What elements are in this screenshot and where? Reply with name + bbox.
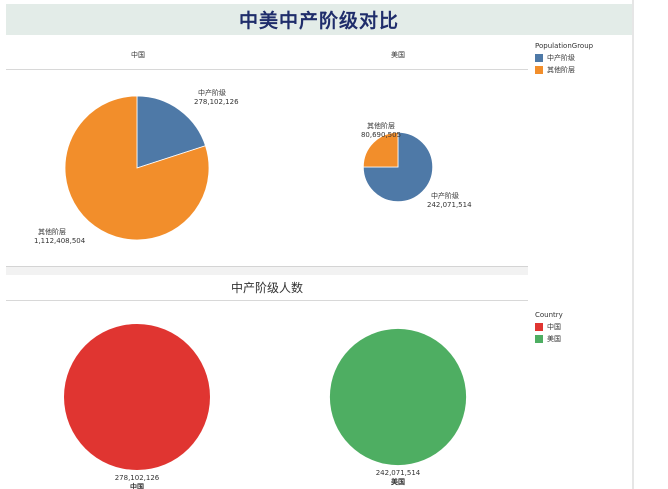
legend-label: 中国	[547, 323, 561, 331]
slice-value: 80,690,505	[361, 131, 401, 139]
legend-title: Country	[535, 311, 563, 319]
pie-value: 242,071,514	[376, 469, 421, 477]
country-column-header: 中国 美国	[6, 38, 528, 70]
country-legend[interactable]: Country 中国 美国	[535, 311, 563, 346]
pie-country-label: 美国	[391, 477, 405, 486]
middle-class-count-panel: 中产阶级人数 278,102,126 中国 242,071,514 美国	[6, 275, 528, 489]
legend-label: 其他阶层	[547, 66, 575, 74]
legend-label: 美国	[547, 335, 561, 343]
population-group-panel: 中国 美国 中产阶级 278,102,126 其他阶层 1,112,408,504 中产…	[6, 38, 528, 267]
pie-usa[interactable]	[329, 328, 467, 466]
legend-title: PopulationGroup	[535, 42, 594, 50]
panel-divider	[6, 267, 528, 275]
population-pies-svg: 中产阶级278,102,126其他阶层1,112,408,504中产阶级242,…	[34, 88, 472, 245]
slice-label: 其他阶层	[38, 227, 66, 236]
legend-label: 中产阶级	[547, 54, 575, 62]
legend-swatch	[535, 66, 543, 74]
slice-value: 278,102,126	[194, 98, 239, 106]
legend-swatch	[535, 335, 543, 343]
slice-value: 242,071,514	[427, 201, 472, 209]
column-header-usa: 美国	[391, 51, 405, 59]
pie-value: 278,102,126	[115, 474, 160, 482]
slice-label: 中产阶级	[431, 191, 459, 200]
legend-item-usa[interactable]: 美国	[535, 334, 563, 344]
middle-class-count-header: 中产阶级人数	[6, 275, 528, 301]
slice-label: 其他阶层	[367, 121, 395, 130]
middle-class-count-title: 中产阶级人数	[230, 281, 303, 295]
dashboard-title: 中美中产阶级对比	[238, 10, 399, 32]
slice-value: 1,112,408,504	[34, 237, 86, 245]
pie-slice-usa-middle-class[interactable]	[362, 131, 434, 203]
legend-swatch	[535, 323, 543, 331]
pie-slice-china-other[interactable]	[64, 95, 210, 241]
dashboard-title-bar: 中美中产阶级对比	[6, 4, 632, 35]
legend-item-other[interactable]: 其他阶层	[535, 65, 593, 75]
legend-item-middle-class[interactable]: 中产阶级	[535, 53, 593, 63]
pie-china[interactable]	[64, 324, 210, 470]
pie-slice-usa-other[interactable]	[362, 131, 399, 168]
population-group-legend[interactable]: PopulationGroup 中产阶级 其他阶层	[535, 42, 593, 77]
pie-country-label: 中国	[130, 482, 144, 489]
legend-item-china[interactable]: 中国	[535, 322, 563, 332]
window-edge	[632, 0, 634, 489]
column-header-china: 中国	[131, 51, 145, 59]
slice-label: 中产阶级	[198, 88, 226, 97]
pie-slice-china-middle-class[interactable]	[136, 95, 206, 169]
legend-swatch	[535, 54, 543, 62]
